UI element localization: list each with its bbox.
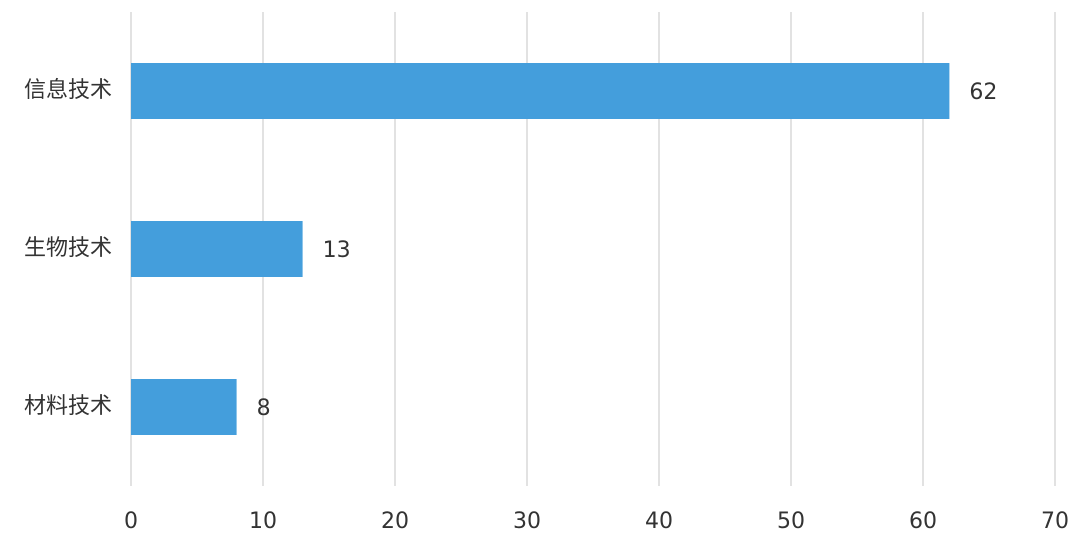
bar — [131, 63, 950, 119]
bar — [131, 379, 237, 435]
x-tick-label: 40 — [645, 509, 673, 534]
x-tick-label: 20 — [381, 509, 409, 534]
x-tick-label: 10 — [249, 509, 277, 534]
x-tick-label: 60 — [909, 509, 937, 534]
x-tick-label: 0 — [124, 509, 138, 534]
value-label: 13 — [323, 238, 351, 263]
y-tick-label: 生物技术 — [24, 236, 112, 261]
value-label: 8 — [257, 396, 271, 421]
x-tick-label: 50 — [777, 509, 805, 534]
y-tick-label: 信息技术 — [24, 78, 112, 103]
bar — [131, 221, 303, 277]
y-tick-label: 材料技术 — [24, 394, 112, 419]
x-tick-label: 30 — [513, 509, 541, 534]
value-label: 62 — [969, 80, 997, 105]
x-tick-label: 70 — [1041, 509, 1069, 534]
